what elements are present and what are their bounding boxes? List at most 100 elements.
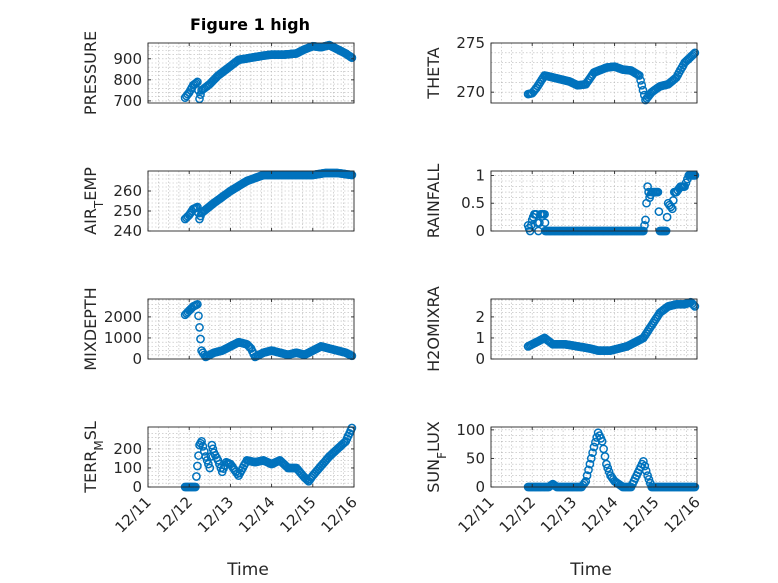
data-point — [599, 444, 608, 454]
data-point — [588, 448, 597, 458]
panel-rainfall: 0 0.5 1 RAINFALL — [424, 164, 700, 240]
x-tick-label: 12/11 — [455, 493, 498, 536]
data-point — [690, 48, 700, 58]
data-point — [654, 207, 664, 216]
data-point — [582, 471, 592, 480]
data-point — [640, 221, 649, 230]
y-axis-label: RAINFALL — [424, 164, 443, 239]
x-tick-label: 12/16 — [318, 493, 361, 536]
y-tick-label: 1 — [475, 329, 485, 347]
data-point — [197, 436, 206, 446]
data-point — [690, 171, 700, 180]
data-point — [196, 334, 205, 344]
y-tick-label: 0.5 — [461, 194, 485, 212]
axes-box — [147, 298, 355, 360]
data-point — [535, 218, 544, 228]
y-axis-label: SUNFLUX — [424, 421, 449, 493]
panel-theta: 270 275 THETA — [424, 34, 700, 105]
data-point — [634, 71, 644, 80]
data-point — [204, 459, 213, 469]
data-point — [586, 454, 596, 463]
data-point — [192, 472, 201, 481]
data-point — [638, 85, 648, 95]
y-tick-label: 0 — [132, 350, 142, 368]
data-point — [639, 456, 648, 466]
data-point — [194, 311, 203, 321]
y-tick-label: 0 — [132, 478, 142, 496]
data-point — [600, 452, 610, 461]
y-tick-label: 270 — [456, 83, 485, 101]
data-point — [201, 452, 211, 461]
y-tick-label: 0 — [475, 478, 485, 496]
data-point — [207, 440, 217, 450]
data-point — [195, 323, 204, 332]
data-point — [191, 78, 201, 88]
panel-pressure: 700 800 900 PRESSURE — [81, 31, 357, 115]
y-tick-label: 100 — [113, 459, 142, 477]
x-axis-label: Time — [569, 560, 612, 580]
data-point — [589, 442, 599, 452]
axes-box — [147, 170, 355, 232]
data-point — [205, 463, 215, 473]
data-point — [193, 77, 202, 87]
axes-box — [490, 170, 698, 232]
y-tick-label: 2000 — [104, 308, 142, 326]
axes-box — [147, 426, 355, 488]
data-point — [653, 187, 663, 197]
panel-h2omixra: 0 1 2 H2OMIXRA — [424, 286, 700, 372]
x-tick-label: 12/11 — [112, 493, 155, 536]
axes-box — [490, 426, 698, 488]
y-axis-label: MIXDEPTH — [81, 287, 100, 370]
data-point — [636, 76, 645, 85]
data-point — [347, 53, 357, 63]
data-point — [662, 212, 672, 222]
data-point — [667, 204, 677, 214]
x-axis-label: Time — [226, 560, 269, 580]
data-point — [637, 80, 647, 90]
data-point — [668, 196, 678, 205]
x-tick-label: 12/13 — [537, 493, 580, 536]
x-tick-label: 12/12 — [153, 493, 196, 536]
data-point — [193, 299, 202, 309]
data-point — [196, 90, 205, 99]
data-point — [681, 178, 691, 188]
y-tick-label: 240 — [113, 222, 142, 240]
data-point — [198, 442, 208, 451]
data-point — [644, 475, 654, 484]
data-point — [581, 476, 591, 486]
data-point — [641, 466, 651, 476]
x-tick-label: 12/12 — [496, 493, 539, 536]
y-tick-label: 0 — [475, 222, 485, 240]
y-tick-label: 100 — [456, 421, 485, 439]
y-axis-label: TERRMSL — [81, 421, 106, 494]
data-point — [643, 182, 652, 191]
y-tick-label: 2 — [475, 308, 485, 326]
data-point — [603, 463, 613, 473]
y-tick-label: 800 — [113, 71, 142, 89]
y-tick-label: 0 — [475, 350, 485, 368]
x-tick-label: 12/15 — [619, 493, 662, 536]
data-point — [688, 50, 697, 60]
data-point — [193, 461, 202, 471]
y-tick-label: 260 — [113, 182, 142, 200]
y-axis-label: H2OMIXRA — [424, 286, 443, 372]
data-point — [602, 459, 611, 469]
data-point — [199, 447, 209, 456]
x-tick-label: 12/16 — [661, 493, 704, 536]
x-tick-label: 12/14 — [235, 493, 278, 536]
axes-box — [147, 42, 355, 104]
x-tick-label: 12/15 — [276, 493, 319, 536]
x-tick-label: 12/14 — [578, 493, 621, 536]
chart-title: Figure 1 high — [190, 15, 310, 34]
x-tick-label: 12/13 — [194, 493, 237, 536]
y-tick-label: 1000 — [104, 329, 142, 347]
data-point — [643, 471, 652, 480]
data-point — [213, 455, 223, 465]
data-point — [690, 302, 700, 311]
data-point — [540, 218, 550, 228]
data-point — [347, 423, 357, 433]
axes-box — [490, 298, 698, 360]
